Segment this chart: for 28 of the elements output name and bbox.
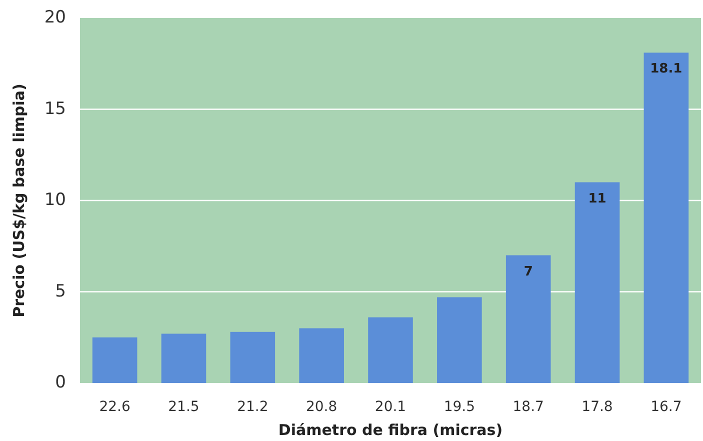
data-label: 11 [588, 191, 606, 206]
x-tick-label: 22.6 [99, 399, 130, 415]
x-tick-label: 18.7 [512, 399, 544, 415]
x-tick-label: 21.2 [237, 399, 268, 415]
data-label: 7 [524, 264, 533, 280]
y-tick-label: 5 [55, 281, 66, 302]
y-tick-label: 20 [44, 8, 66, 28]
x-tick-label: 20.8 [306, 399, 338, 415]
x-tick-label: 16.7 [650, 399, 682, 415]
bar [368, 317, 413, 383]
bar [506, 255, 551, 383]
bar [92, 337, 138, 383]
bar [437, 297, 482, 383]
x-tick-label: 17.8 [582, 399, 613, 415]
bar [161, 334, 206, 383]
data-label: 18.1 [650, 62, 682, 77]
y-axis-title: Precio (US$/kg base limpia) [10, 84, 28, 318]
bar [574, 182, 620, 383]
x-axis-title: Diámetro de fibra (micras) [278, 421, 503, 439]
y-tick-label: 10 [44, 190, 66, 210]
x-tick-label: 21.5 [168, 399, 200, 415]
y-tick-label: 15 [44, 98, 66, 119]
y-tick-label: 0 [55, 372, 66, 393]
bar [230, 332, 276, 383]
x-tick-label: 20.1 [374, 399, 406, 415]
bar [644, 52, 689, 383]
bar [299, 328, 344, 383]
x-tick-label: 19.5 [444, 399, 476, 415]
